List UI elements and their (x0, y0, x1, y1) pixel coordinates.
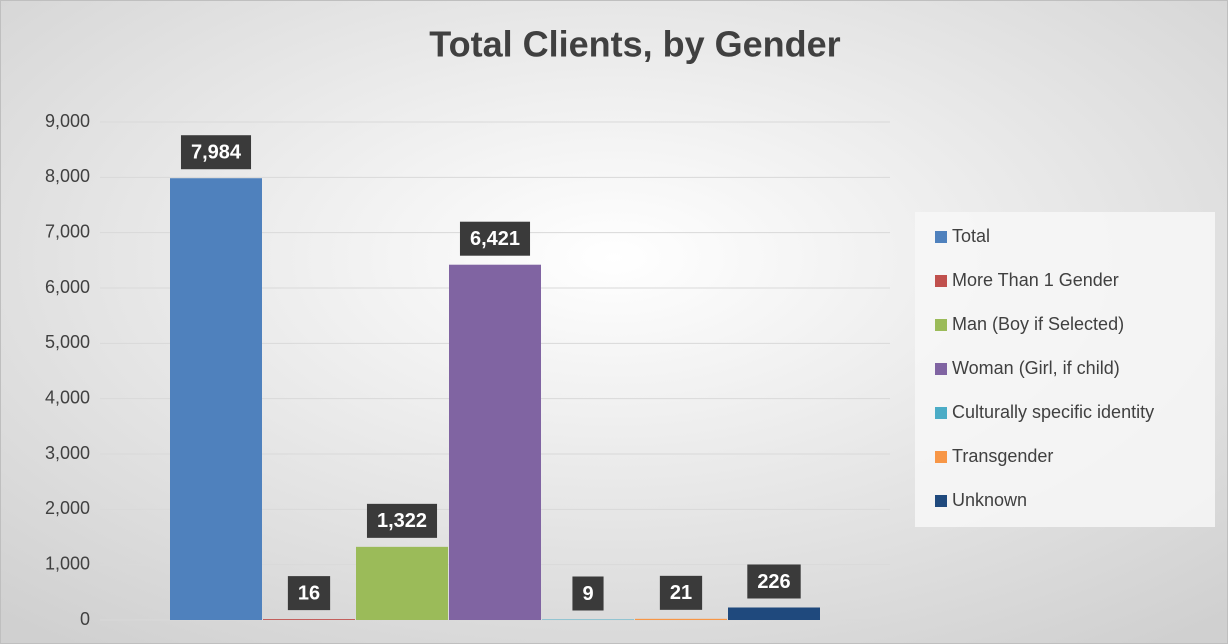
y-tick-label: 0 (80, 609, 90, 629)
legend-label: More Than 1 Gender (952, 270, 1119, 290)
data-label-box (659, 575, 703, 610)
legend-swatch (935, 231, 947, 243)
legend-background (915, 212, 1215, 527)
legend-swatch (935, 363, 947, 375)
data-label: 226 (757, 571, 790, 593)
legend-swatch (935, 319, 947, 331)
bar (449, 264, 541, 620)
y-tick-label: 6,000 (45, 277, 90, 297)
legend-swatch (935, 407, 947, 419)
bar (356, 546, 448, 620)
data-label-box (459, 221, 531, 256)
legend-swatch (935, 451, 947, 463)
data-label-box (747, 564, 801, 599)
legend-label: Transgender (952, 446, 1053, 466)
data-label: 9 (582, 583, 593, 605)
y-tick-label: 5,000 (45, 332, 90, 352)
data-label-box (180, 135, 252, 170)
data-label: 16 (298, 582, 320, 604)
data-label: 6,421 (470, 228, 520, 250)
bar (728, 607, 820, 620)
data-label: 21 (670, 582, 692, 604)
legend-swatch (935, 275, 947, 287)
y-tick-label: 7,000 (45, 221, 90, 241)
data-label-box (287, 576, 331, 611)
bar (263, 619, 355, 620)
y-tick-label: 4,000 (45, 387, 90, 407)
legend-swatch (935, 495, 947, 507)
y-tick-label: 3,000 (45, 443, 90, 463)
data-label: 1,322 (377, 510, 427, 532)
legend-label: Woman (Girl, if child) (952, 358, 1120, 378)
legend-label: Culturally specific identity (952, 402, 1154, 422)
y-tick-label: 9,000 (45, 111, 90, 131)
y-tick-label: 2,000 (45, 498, 90, 518)
chart-title: Total Clients, by Gender (429, 24, 840, 65)
legend-label: Man (Boy if Selected) (952, 314, 1124, 334)
data-label: 7,984 (191, 141, 242, 163)
y-tick-label: 1,000 (45, 553, 90, 573)
bar (635, 618, 727, 620)
legend-label: Total (952, 226, 990, 246)
legend-label: Unknown (952, 490, 1027, 510)
y-tick-label: 8,000 (45, 166, 90, 186)
data-label-box (572, 576, 604, 611)
data-label-box (366, 503, 438, 538)
bar (170, 178, 262, 620)
